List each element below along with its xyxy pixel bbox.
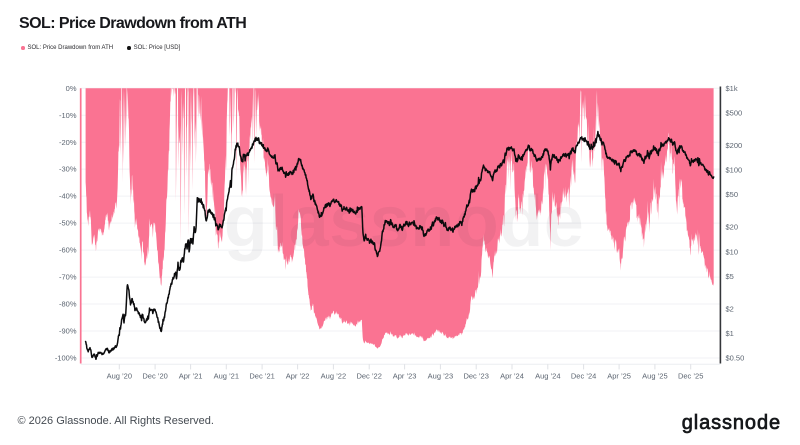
svg-text:Dec ’23: Dec ’23 <box>463 372 488 381</box>
svg-text:Aug ’21: Aug ’21 <box>214 372 239 381</box>
svg-text:Apr ’21: Apr ’21 <box>179 372 203 381</box>
svg-text:$5: $5 <box>726 272 734 281</box>
svg-text:Apr ’24: Apr ’24 <box>500 372 524 381</box>
svg-text:Apr ’25: Apr ’25 <box>607 372 631 381</box>
svg-text:Dec ’24: Dec ’24 <box>571 372 596 381</box>
svg-text:$500: $500 <box>726 108 743 117</box>
svg-text:-60%: -60% <box>59 246 77 255</box>
svg-text:Aug ’22: Aug ’22 <box>321 372 346 381</box>
svg-text:Apr ’23: Apr ’23 <box>393 372 417 381</box>
svg-text:-70%: -70% <box>59 273 77 282</box>
svg-text:-90%: -90% <box>59 327 77 336</box>
svg-text:-50%: -50% <box>59 219 77 228</box>
svg-text:$0.50: $0.50 <box>726 354 745 363</box>
svg-text:Dec ’21: Dec ’21 <box>249 372 274 381</box>
svg-text:$50: $50 <box>726 190 739 199</box>
svg-text:Aug ’24: Aug ’24 <box>535 372 560 381</box>
svg-text:Aug ’25: Aug ’25 <box>642 372 667 381</box>
svg-text:Dec ’25: Dec ’25 <box>678 372 703 381</box>
svg-text:-100%: -100% <box>55 354 77 363</box>
svg-text:$1: $1 <box>726 329 734 338</box>
svg-text:$10: $10 <box>726 247 739 256</box>
svg-text:$2: $2 <box>726 304 734 313</box>
svg-text:$200: $200 <box>726 141 743 150</box>
svg-text:Dec ’22: Dec ’22 <box>356 372 381 381</box>
svg-text:-10%: -10% <box>59 111 77 120</box>
svg-text:Apr ’22: Apr ’22 <box>286 372 310 381</box>
svg-text:$1k: $1k <box>726 84 738 93</box>
svg-text:glassnode: glassnode <box>224 182 585 262</box>
svg-text:$20: $20 <box>726 223 739 232</box>
svg-text:Dec ’20: Dec ’20 <box>142 372 167 381</box>
svg-text:-80%: -80% <box>59 300 77 309</box>
svg-text:$100: $100 <box>726 166 743 175</box>
svg-text:0%: 0% <box>66 84 77 93</box>
svg-text:-20%: -20% <box>59 138 77 147</box>
svg-text:Aug ’20: Aug ’20 <box>107 372 132 381</box>
svg-text:Aug ’23: Aug ’23 <box>428 372 453 381</box>
svg-text:-30%: -30% <box>59 165 77 174</box>
svg-text:-40%: -40% <box>59 192 77 201</box>
